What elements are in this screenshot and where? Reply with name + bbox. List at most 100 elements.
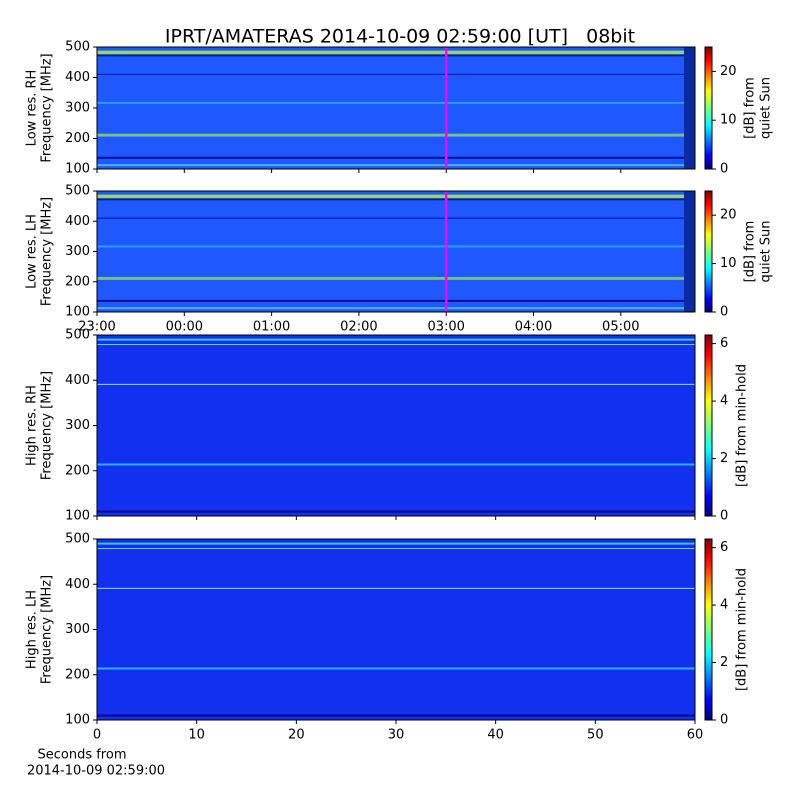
y-tick-label: 400	[65, 70, 90, 85]
y-tick-label: 400	[65, 373, 90, 388]
x-tick-label: 04:00	[515, 320, 552, 335]
spectrogram-feature	[97, 307, 695, 310]
colorbar-tick-label: 2	[720, 451, 728, 466]
x-tick-label: 03:00	[427, 320, 464, 335]
colorbar-label: quiet Sun	[759, 220, 774, 282]
colorbar-label: [dB] from	[743, 77, 758, 139]
x-tick-label: 00:00	[166, 320, 203, 335]
x-axis-label: Seconds from	[37, 748, 126, 763]
spectrogram-feature	[97, 587, 695, 589]
y-axis-label: Frequency [MHz]	[40, 197, 55, 306]
colorbar-tick-label: 6	[720, 336, 728, 351]
colorbar-tick-label: 2	[720, 655, 728, 670]
x-tick-label: 0	[93, 728, 101, 743]
y-tick-label: 100	[65, 713, 90, 728]
colorbar-tick-label: 0	[720, 713, 728, 728]
y-axis-label: High res. LH	[25, 590, 40, 669]
y-tick-label: 200	[65, 667, 90, 682]
y-tick-label: 200	[65, 131, 90, 146]
colorbar-tick-label: 0	[720, 162, 728, 177]
spectrogram-feature	[97, 278, 695, 280]
y-tick-label: 100	[65, 162, 90, 177]
spectrogram-feature	[97, 338, 695, 341]
spectrogram-feature	[97, 542, 695, 545]
y-tick-label: 300	[65, 101, 90, 116]
colorbar-label: [dB] from min-hold	[735, 364, 750, 487]
colorbar-label: [dB] from	[743, 221, 758, 283]
y-tick-label: 400	[65, 577, 90, 592]
x-tick-label: 01:00	[253, 320, 290, 335]
x-tick-label: 50	[587, 728, 604, 743]
spectrogram-feature	[97, 383, 695, 385]
x-tick-label: 40	[487, 728, 504, 743]
y-tick-label: 200	[65, 463, 90, 478]
colorbar	[704, 190, 713, 313]
figure-title: IPRT/AMATERAS 2014-10-09 02:59:00 [UT] 0…	[165, 26, 635, 48]
y-axis-label: Frequency [MHz]	[40, 575, 55, 684]
y-axis-label: Frequency [MHz]	[40, 53, 55, 162]
spectrogram-feature	[97, 714, 695, 717]
spectrogram-feature	[97, 463, 695, 466]
spectrogram-feature	[97, 54, 695, 57]
spectrogram-edge	[684, 191, 695, 312]
colorbar-tick-label: 6	[720, 540, 728, 555]
y-tick-label: 500	[65, 40, 90, 55]
spectrogram-feature	[97, 101, 695, 104]
spectrogram-feature	[97, 245, 695, 248]
colorbar-label: quiet Sun	[759, 77, 774, 139]
colorbar	[704, 334, 713, 517]
colorbar-tick-label: 10	[720, 256, 737, 271]
spectrogram-feature	[97, 299, 695, 302]
y-tick-label: 400	[65, 214, 90, 229]
colorbar-tick-label: 4	[720, 394, 728, 409]
x-tick-label: 23:00	[78, 320, 115, 335]
spectrogram-feature	[97, 510, 695, 513]
x-tick-label: 10	[188, 728, 205, 743]
y-tick-label: 100	[65, 305, 90, 320]
x-tick-label: 05:00	[602, 320, 639, 335]
colorbar-label: [dB] from min-hold	[735, 568, 750, 691]
spectrogram-feature	[97, 156, 695, 159]
colorbar-tick-label: 0	[720, 509, 728, 524]
y-tick-label: 500	[65, 184, 90, 199]
spectrogram	[97, 335, 695, 516]
y-axis-label: Low res. RH	[25, 70, 40, 147]
spectrogram-feature	[97, 50, 695, 56]
y-tick-label: 300	[65, 622, 90, 637]
y-axis-label: Low res. LH	[25, 214, 40, 289]
x-tick-label: 30	[388, 728, 405, 743]
x-tick-label: 60	[687, 728, 704, 743]
spectrogram	[97, 191, 695, 312]
spectrogram-feature	[97, 548, 695, 550]
x-axis-label: 2014-10-09 02:59:00	[27, 764, 165, 779]
y-axis-label: Frequency [MHz]	[40, 371, 55, 480]
colorbar-tick-label: 4	[720, 598, 728, 613]
y-tick-label: 500	[65, 532, 90, 547]
y-axis-label: High res. RH	[25, 385, 40, 466]
colorbar-tick-label: 0	[720, 305, 728, 320]
colorbar-tick-label: 20	[720, 64, 737, 79]
colorbar-tick-label: 10	[720, 113, 737, 128]
y-tick-label: 100	[65, 509, 90, 524]
x-tick-label: 02:00	[340, 320, 377, 335]
spectrogram-feature	[97, 217, 695, 219]
y-tick-label: 200	[65, 274, 90, 289]
y-tick-label: 500	[65, 328, 90, 343]
spectrogram-feature	[97, 73, 695, 75]
colorbar	[704, 538, 713, 721]
colorbar-tick-label: 20	[720, 208, 737, 223]
spectrogram-feature	[97, 344, 695, 346]
spectrogram	[97, 539, 695, 720]
y-tick-label: 300	[65, 418, 90, 433]
colorbar	[704, 46, 713, 170]
spectrogram-feature	[97, 198, 695, 201]
x-tick-label: 20	[288, 728, 305, 743]
y-tick-label: 300	[65, 244, 90, 259]
spectrogram-feature	[97, 667, 695, 670]
spectrogram-edge	[684, 47, 695, 169]
spectrogram-feature	[97, 134, 695, 136]
spectrogram	[97, 47, 695, 169]
spectrogram-feature	[97, 164, 695, 167]
spectrogram-feature	[97, 194, 695, 200]
